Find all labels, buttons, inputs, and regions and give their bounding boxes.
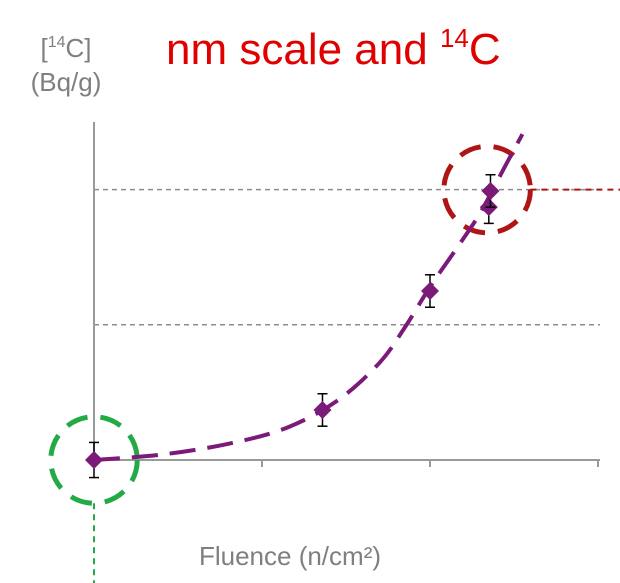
y-axis-label-symbol: C] bbox=[65, 33, 92, 63]
data-point-2 bbox=[421, 282, 439, 300]
x-axis-label: Fluence (n/cm²) bbox=[198, 541, 382, 571]
y-axis-label-superscript: 14 bbox=[47, 34, 66, 51]
annotation-circle-0 bbox=[48, 414, 140, 506]
trend-line bbox=[93, 133, 525, 462]
y-axis-label-unit: (Bq/g) bbox=[30, 67, 102, 97]
chart-title-suffix: C bbox=[468, 25, 501, 74]
chart-title-prefix: nm scale and bbox=[166, 25, 440, 74]
chart-title: nm scale and 14C bbox=[166, 10, 501, 78]
annotation-circle-1 bbox=[441, 143, 533, 236]
y-axis-label-bracket: [ bbox=[40, 33, 48, 63]
data-point-4 bbox=[481, 181, 500, 200]
y-axis-label: [14C] (Bq/g) bbox=[0, 26, 132, 99]
data-point-1 bbox=[313, 400, 332, 419]
data-point-0 bbox=[85, 451, 103, 469]
chart-title-superscript: 14 bbox=[439, 23, 469, 53]
